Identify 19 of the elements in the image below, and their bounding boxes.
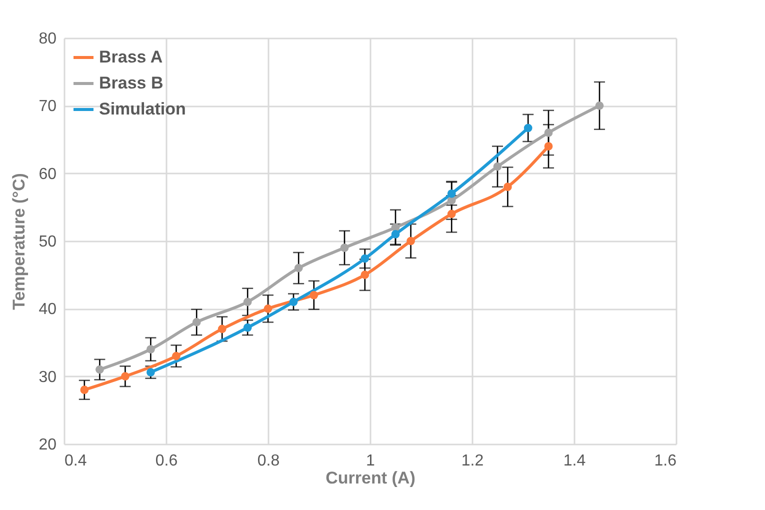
- y-tick-label: 20: [38, 436, 57, 454]
- y-tick-label: 60: [38, 166, 57, 183]
- legend-label: Simulation: [99, 100, 186, 118]
- x-tick-label: 1.2: [461, 452, 484, 470]
- y-tick-label: 50: [38, 234, 57, 250]
- legend-label: Brass B: [99, 74, 164, 92]
- x-tick-label: 0.4: [64, 452, 87, 470]
- y-tick-label: 40: [38, 301, 57, 318]
- x-tick-label: 1.6: [654, 452, 677, 470]
- y-tick-label: 30: [38, 368, 57, 386]
- x-tick-label: 0.8: [257, 452, 280, 470]
- x-tick-label: 0.6: [155, 452, 178, 470]
- y-tick-label: 70: [38, 98, 57, 116]
- y-tick-label: 80: [38, 30, 57, 48]
- x-tick-label: 1.4: [563, 452, 586, 470]
- y-axis-title: Temperature (°C): [10, 173, 29, 310]
- x-axis-title: Current (A): [326, 468, 416, 488]
- x-tick-label: 1: [366, 452, 376, 470]
- legend-label: Brass A: [99, 48, 163, 66]
